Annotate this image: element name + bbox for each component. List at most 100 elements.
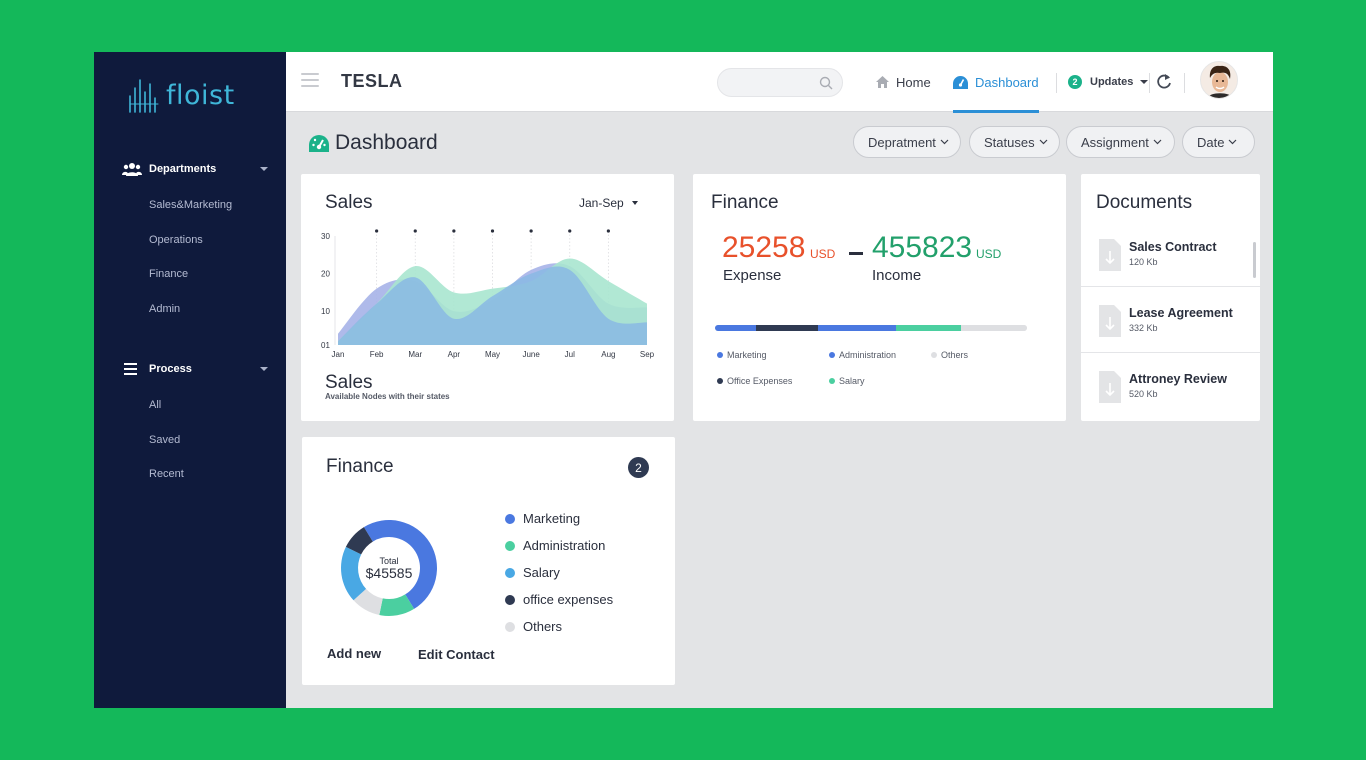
- legend-item-marketing: Marketing: [717, 350, 767, 360]
- nav-home-label: Home: [896, 74, 931, 90]
- income-label: Income: [872, 267, 922, 284]
- filter-assignment[interactable]: Assignment: [1066, 126, 1175, 158]
- finance-donut-card: Finance 2 Total $45585 Marketing Administ…: [302, 437, 675, 685]
- file-download-icon: [1099, 371, 1121, 403]
- range-label: Jan-Sep: [579, 196, 624, 210]
- legend-item-office-expenses: Office Expenses: [717, 376, 792, 386]
- legend-item-office-expenses: office expenses: [505, 586, 613, 613]
- document-item[interactable]: Sales Contract 120 Kb: [1081, 221, 1260, 287]
- search-input[interactable]: [730, 75, 820, 87]
- filter-department[interactable]: Depratment: [853, 126, 961, 158]
- nav-head-departments[interactable]: Departments: [94, 154, 286, 184]
- sidebar-item-saved[interactable]: Saved: [149, 433, 181, 446]
- nav-section-departments: Departments Sales&Marketing Operations F…: [94, 154, 286, 326]
- expense-progress-bar: [715, 325, 1027, 331]
- chevron-down-icon: [1229, 139, 1237, 145]
- x-tick-label: Feb: [370, 350, 384, 359]
- grid-dot: [452, 229, 456, 233]
- chevron-down-icon: [260, 367, 268, 371]
- sidebar-item-admin[interactable]: Admin: [149, 302, 181, 315]
- grid-dot: [375, 229, 379, 233]
- filter-label: Date: [1197, 134, 1225, 150]
- grid-dot: [529, 229, 533, 233]
- logo[interactable]: floist: [128, 76, 235, 114]
- divider: [1149, 73, 1150, 93]
- x-tick-label: Sep: [640, 350, 655, 359]
- x-tick-label: Mar: [408, 350, 422, 359]
- progress-segment-salary: [895, 325, 962, 331]
- y-tick-label: 30: [321, 232, 330, 241]
- x-tick-label: May: [485, 350, 500, 359]
- legend-item-administration: Administration: [505, 532, 613, 559]
- updates-count-badge: 2: [1068, 75, 1082, 89]
- nav-head-process[interactable]: Process: [94, 354, 286, 384]
- document-size: 332 Kb: [1129, 323, 1158, 333]
- filter-label: Statuses: [984, 134, 1035, 150]
- y-tick-label: 10: [321, 307, 330, 316]
- chevron-down-icon: [1140, 80, 1149, 84]
- filter-label: Assignment: [1081, 134, 1149, 150]
- finance-summary-card: Finance 25258 USD Expense 455823 USD Inc…: [693, 174, 1066, 421]
- add-new-button[interactable]: Add new: [327, 646, 382, 661]
- sidebar-item-sales-marketing[interactable]: Sales&Marketing: [149, 199, 233, 211]
- donut-slice: [345, 527, 373, 555]
- edit-contact-button[interactable]: Edit Contact: [418, 647, 495, 662]
- avatar[interactable]: [1200, 61, 1238, 99]
- legend-item-others: Others: [505, 613, 613, 640]
- file-download-icon: [1099, 305, 1121, 337]
- donut-legend: Marketing Administration Salary office e…: [505, 505, 613, 640]
- separator-dash: [849, 252, 863, 255]
- x-tick-label: Apr: [448, 350, 461, 359]
- y-tick-label: 01: [321, 341, 330, 350]
- filter-label: Depratment: [868, 134, 936, 150]
- sidebar-item-operations[interactable]: Operations: [149, 233, 203, 246]
- nav-head-label: Process: [149, 363, 192, 375]
- chevron-down-icon: [940, 139, 949, 145]
- sidebar-item-all[interactable]: All: [149, 399, 162, 411]
- search-box: [717, 68, 843, 97]
- legend-item-others: Others: [931, 350, 968, 360]
- progress-segment-administration: [817, 325, 896, 331]
- x-tick-label: Aug: [601, 350, 615, 359]
- user-avatar-icon: [1201, 62, 1237, 98]
- document-item[interactable]: Attroney Review 520 Kb: [1081, 353, 1260, 419]
- sales-card-title: Sales: [325, 192, 373, 213]
- nav-section-process: Process All Saved Recent: [94, 354, 286, 492]
- refresh-icon[interactable]: [1156, 73, 1172, 90]
- search-icon[interactable]: [819, 76, 833, 90]
- sidebar-item-recent[interactable]: Recent: [149, 468, 184, 481]
- x-tick-label: Jul: [565, 350, 575, 359]
- finance-donut-title: Finance: [326, 456, 394, 477]
- updates-label: Updates: [1090, 76, 1134, 88]
- progress-segment-marketing: [715, 325, 756, 331]
- chevron-down-icon: [1039, 139, 1048, 145]
- dashboard-icon: [309, 134, 329, 152]
- donut-slice: [353, 588, 383, 616]
- page-title-text: Dashboard: [335, 131, 438, 154]
- filter-date[interactable]: Date: [1182, 126, 1255, 158]
- range-dropdown[interactable]: Jan-Sep: [579, 196, 638, 210]
- donut-total-value: $45585: [366, 565, 413, 581]
- document-size: 120 Kb: [1129, 257, 1158, 267]
- documents-title: Documents: [1096, 192, 1193, 213]
- documents-scrollbar[interactable]: [1253, 242, 1256, 278]
- grid-dot: [606, 229, 610, 233]
- dashboard-icon: [953, 75, 968, 89]
- sales-description: Available Nodes with their states: [325, 392, 450, 401]
- income-value: 455823: [872, 231, 973, 264]
- filter-statuses[interactable]: Statuses: [969, 126, 1060, 158]
- document-item[interactable]: Lease Agreement 332 Kb: [1081, 287, 1260, 353]
- chevron-down-icon: [631, 201, 638, 205]
- hamburger-icon[interactable]: [301, 73, 319, 91]
- updates-dropdown[interactable]: 2 Updates: [1068, 52, 1149, 112]
- sales-card: Sales Jan-Sep 30 20 10 01 Jan Feb Mar Apr May Jun…: [301, 174, 674, 421]
- nav-dashboard[interactable]: Dashboard: [953, 52, 1039, 113]
- divider: [1184, 73, 1185, 93]
- x-tick-label: June: [522, 350, 540, 359]
- nav-home[interactable]: Home: [876, 52, 931, 112]
- sidebar-item-finance[interactable]: Finance: [149, 268, 189, 281]
- expense-label: Expense: [723, 267, 782, 284]
- sidebar: floist Departments Sales&Marketing Opera…: [94, 52, 286, 708]
- progress-segment-others: [961, 325, 1027, 331]
- legend-item-salary: Salary: [829, 376, 865, 386]
